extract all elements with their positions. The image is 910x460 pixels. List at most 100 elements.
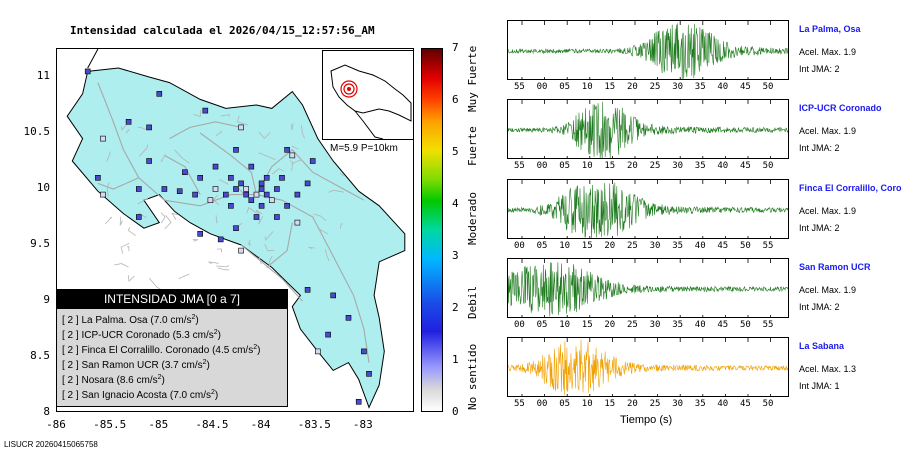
trace-tick-label: 10 <box>581 82 593 92</box>
station-marker <box>294 219 301 226</box>
station-marker <box>258 186 265 192</box>
road <box>114 263 129 268</box>
trace-tick-label: 35 <box>694 399 706 409</box>
colorbar-value: 4 <box>452 197 459 210</box>
road <box>324 249 330 262</box>
trace-tick-label: 20 <box>604 320 616 330</box>
legend-unit-superscript: 2 <box>157 374 162 381</box>
colorbar-word: No sentido <box>466 343 479 411</box>
x-tick-label: -84 <box>250 418 271 431</box>
station-marker <box>274 186 280 192</box>
road <box>308 246 315 249</box>
legend-station-text: San Ignacio Acosta (7.0 cm/s <box>81 390 211 401</box>
station-marker <box>361 348 367 355</box>
colorbar-value: 3 <box>452 249 459 262</box>
trace-tick-label: 40 <box>694 241 706 251</box>
trace-tick-label: 45 <box>717 241 729 251</box>
legend-close-paren: ) <box>217 330 221 341</box>
station-marker <box>100 135 106 142</box>
station-marker <box>304 180 311 187</box>
trace-tick-label: 15 <box>581 241 593 251</box>
border-line <box>87 49 99 69</box>
trace-tick-label: 30 <box>649 241 661 251</box>
station-marker <box>202 107 209 114</box>
x-tick-label: -85.5 <box>93 418 127 431</box>
road <box>247 239 251 247</box>
road <box>291 159 303 165</box>
trace-tick-label: 20 <box>604 241 616 251</box>
colorbar-value: 7 <box>452 41 459 54</box>
station-marker <box>176 188 183 194</box>
road <box>269 255 273 266</box>
y-tick-label: 9 <box>43 293 50 306</box>
waveform-line <box>508 182 788 238</box>
x-tick-label: -85 <box>148 418 169 431</box>
road <box>169 121 242 140</box>
road <box>120 242 130 254</box>
trace-tick-label: 50 <box>762 82 774 92</box>
road <box>340 172 345 177</box>
seismogram-trace <box>508 180 788 238</box>
road <box>213 194 220 206</box>
trace-tick-label: 40 <box>694 320 706 330</box>
road <box>266 222 293 268</box>
trace-accel-max: Acel. Max. 1.9 <box>799 47 857 57</box>
road <box>301 124 305 139</box>
station-marker <box>233 186 239 192</box>
station-marker <box>136 214 142 220</box>
station-marker <box>243 191 249 198</box>
station-marker <box>223 191 229 198</box>
colorbar-word: Fuerte <box>466 126 479 167</box>
road <box>292 145 299 150</box>
inset-map <box>322 50 414 140</box>
legend-close-paren: ) <box>214 390 219 401</box>
road <box>160 212 166 224</box>
trace-accel-max: Acel. Max. 1.3 <box>799 364 857 374</box>
y-tick-label: 8.5 <box>30 349 50 362</box>
road <box>192 239 199 242</box>
road <box>137 127 148 131</box>
trace-tick-label: 15 <box>604 161 616 171</box>
colorbar-value: 0 <box>452 405 459 418</box>
road <box>258 152 276 161</box>
trace-tick-label: 40 <box>717 82 729 92</box>
legend-station-text: ICP-UCR Coronado (5.3 cm/s <box>81 330 214 341</box>
legend-unit-superscript: 2 <box>253 344 258 351</box>
trace-tick-label: 15 <box>604 399 616 409</box>
road <box>217 248 223 253</box>
trace-station-name: Finca El Corralillo, Coro <box>799 183 902 193</box>
trace-tick-label: 35 <box>672 320 684 330</box>
station-marker <box>366 370 372 377</box>
legend-close-paren: ) <box>206 360 210 371</box>
trace-tick-label: 50 <box>740 241 751 251</box>
y-tick-label: 10 <box>36 181 50 194</box>
station-marker <box>84 68 91 75</box>
station-marker <box>294 191 301 198</box>
station-marker <box>125 119 132 125</box>
trace-tick-label: 25 <box>649 82 661 92</box>
trace-tick-label: 50 <box>762 161 774 171</box>
station-marker <box>284 147 290 153</box>
trace-tick-label: 10 <box>581 161 593 171</box>
legend-row: [ 2 ] ICP-UCR Coronado (5.3 cm/s2) <box>62 329 221 341</box>
inset-land <box>330 64 412 122</box>
trace-tick-label: 45 <box>717 320 729 330</box>
trace-int-jma: Int JMA: 2 <box>799 223 840 233</box>
station-marker <box>233 225 239 231</box>
trace-panel <box>507 20 789 80</box>
colorbar-value: 6 <box>452 93 459 106</box>
road <box>313 213 327 222</box>
road <box>271 168 285 175</box>
legend-level: [ 2 ] <box>62 330 79 341</box>
station-marker <box>248 197 255 203</box>
road <box>106 182 110 197</box>
seismogram-trace <box>508 259 788 317</box>
road <box>178 273 190 280</box>
station-marker <box>279 175 285 181</box>
station-marker <box>253 214 260 220</box>
station-marker <box>212 186 219 192</box>
colorbar-word: Muy Fuerte <box>466 45 479 112</box>
trace-tick-label: 10 <box>559 241 571 251</box>
colorbar-value: 5 <box>452 145 459 158</box>
road <box>121 122 129 131</box>
